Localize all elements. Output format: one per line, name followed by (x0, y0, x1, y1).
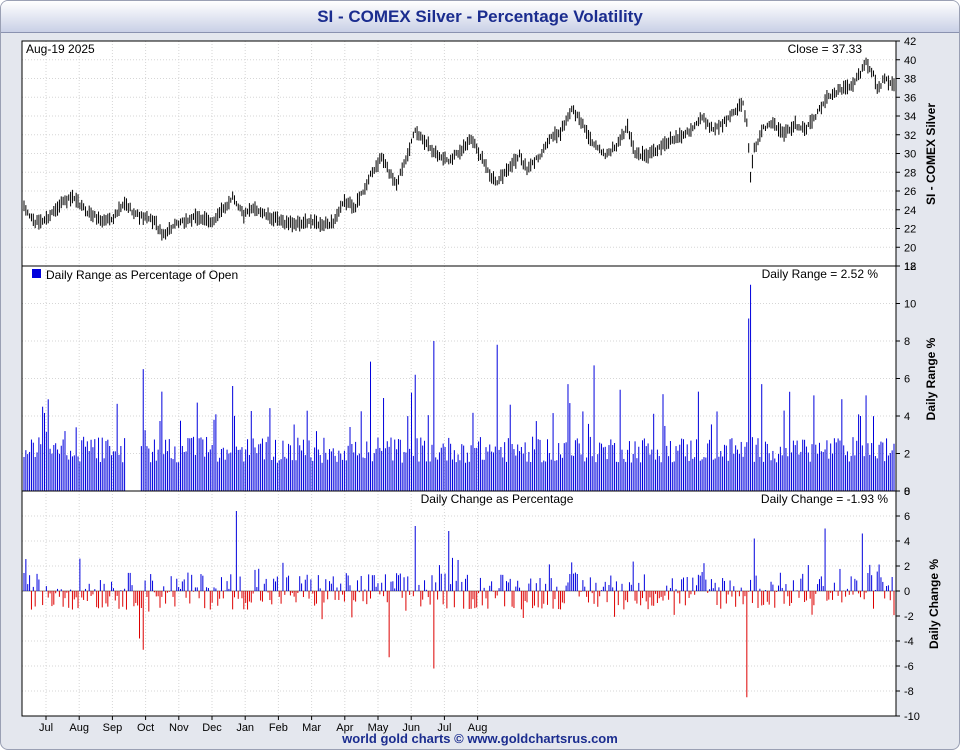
y-tick-label: 0 (904, 586, 910, 598)
y-tick-label: 36 (904, 92, 916, 104)
y-tick-label: 10 (904, 299, 916, 311)
y-tick-label: 28 (904, 167, 916, 179)
y-tick-label: 24 (904, 205, 916, 217)
change-series (23, 511, 895, 698)
change-panel-title: Daily Change as Percentage (421, 492, 574, 506)
panel-bg-1 (22, 266, 896, 491)
y-tick-label: 26 (904, 186, 916, 198)
y-tick-label: -6 (904, 661, 914, 673)
y-tick-label: 18 (904, 261, 916, 273)
x-tick-label: Mar (302, 722, 321, 734)
y-tick-label: -2 (904, 611, 914, 623)
y-tick-label: 38 (904, 74, 916, 86)
x-tick-label: Aug (468, 722, 488, 734)
y-tick-label: 40 (904, 55, 916, 67)
range-axis-label: Daily Range % (924, 337, 938, 420)
y-tick-label: 22 (904, 224, 916, 236)
x-tick-label: Apr (336, 722, 353, 734)
y-tick-label: 20 (904, 242, 916, 254)
x-tick-label: Dec (202, 722, 222, 734)
panel-frame-2 (21, 490, 897, 717)
x-tick-label: May (368, 722, 389, 734)
price-axis-label: SI - COMEX Silver (924, 103, 938, 205)
y-tick-label: 34 (904, 111, 916, 123)
panel-bg-0 (22, 41, 896, 266)
title-bar: SI - COMEX Silver - Percentage Volatilit… (1, 1, 959, 33)
footer-credit: world gold charts © www.goldchartsrus.co… (342, 731, 618, 746)
change-axis-label: Daily Change % (927, 559, 941, 649)
price-readout: Close = 37.33 (788, 42, 863, 56)
y-tick-label: 8 (904, 486, 910, 498)
axis-ticks: Jul Aug Sep Oct Nov Dec Jan Feb Mar Apr May Jun Jul A… (39, 36, 920, 734)
x-tick-label: Oct (137, 722, 154, 734)
x-tick-label: Jan (236, 722, 254, 734)
y-tick-label: -10 (904, 711, 920, 723)
range-legend-swatch (32, 269, 41, 278)
y-tick-label: 2 (904, 449, 910, 461)
range-legend-label: Daily Range as Percentage of Open (46, 268, 238, 282)
x-tick-label: Jun (402, 722, 420, 734)
y-tick-label: 42 (904, 36, 916, 48)
range-readout: Daily Range = 2.52 % (762, 267, 879, 281)
y-tick-label: 4 (904, 536, 910, 548)
y-tick-label: 0 (904, 486, 910, 498)
x-tick-label: Aug (69, 722, 89, 734)
chart-text: Aug-19 2025 Close = 37.33 SI - COMEX Sil… (26, 42, 941, 649)
x-tick-label: Sep (103, 722, 123, 734)
y-tick-label: 32 (904, 130, 916, 142)
panel-bg-2 (22, 491, 896, 716)
chart-title: SI - COMEX Silver - Percentage Volatilit… (317, 7, 643, 26)
y-tick-label: 8 (904, 336, 910, 348)
y-tick-label: -4 (904, 636, 914, 648)
grid-lines (22, 40, 896, 717)
y-tick-label: -8 (904, 686, 914, 698)
y-tick-label: 30 (904, 149, 916, 161)
price-series (23, 57, 895, 241)
y-tick-label: 6 (904, 374, 910, 386)
y-tick-label: 4 (904, 411, 910, 423)
price-date-label: Aug-19 2025 (26, 42, 95, 56)
y-tick-label: 6 (904, 511, 910, 523)
y-tick-label: 12 (904, 261, 916, 273)
x-tick-label: Nov (169, 722, 189, 734)
y-tick-label: 2 (904, 561, 910, 573)
x-tick-label: Jul (39, 722, 53, 734)
change-readout: Daily Change = -1.93 % (761, 492, 888, 506)
x-tick-label: Feb (269, 722, 288, 734)
x-tick-label: Jul (437, 722, 451, 734)
range-series (23, 284, 895, 491)
